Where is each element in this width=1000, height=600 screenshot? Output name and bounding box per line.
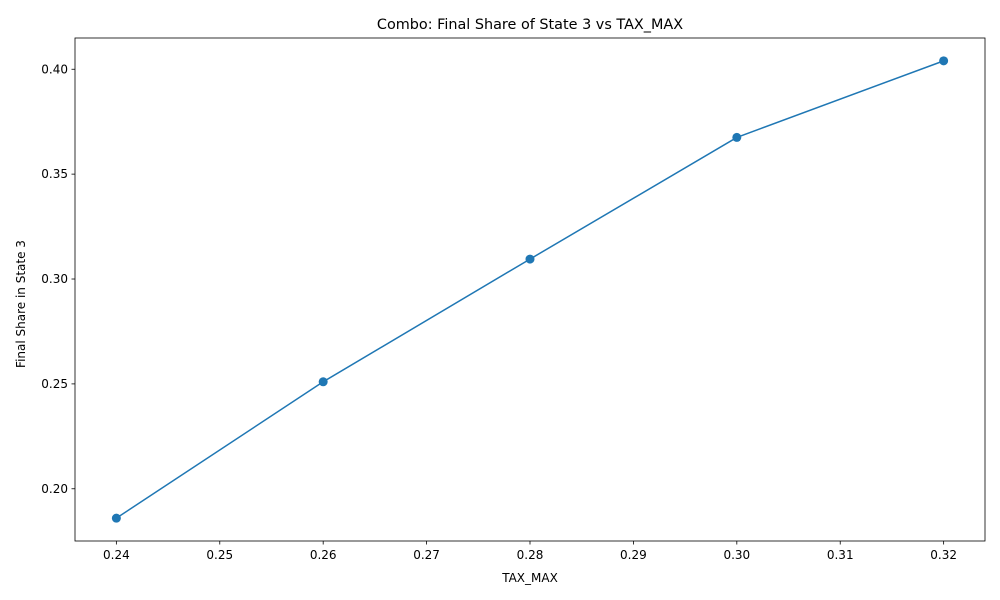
x-axis-label: TAX_MAX [501,571,558,585]
x-tick-label: 0.25 [206,548,233,562]
x-tick-label: 0.32 [930,548,957,562]
data-point [111,513,121,523]
y-tick-label: 0.20 [41,482,68,496]
x-tick-label: 0.24 [103,548,130,562]
x-tick-label: 0.26 [310,548,337,562]
y-tick-label: 0.35 [41,167,68,181]
x-tick-label: 0.28 [517,548,544,562]
chart-title: Combo: Final Share of State 3 vs TAX_MAX [377,17,683,33]
data-point [525,254,535,264]
y-tick-label: 0.25 [41,377,68,391]
y-tick-label: 0.30 [41,272,68,286]
x-tick-label: 0.31 [827,548,854,562]
data-point [732,132,742,142]
y-tick-label: 0.40 [41,62,68,76]
data-point [318,377,328,387]
x-tick-label: 0.27 [413,548,440,562]
data-point [939,56,949,66]
plot-area: 0.24 0.25 0.26 0.27 0.28 0.29 0.30 0.31 0.32 0.20… [41,37,986,562]
x-tick-label: 0.30 [723,548,750,562]
series-line [115,60,944,519]
x-tick-label: 0.29 [620,548,647,562]
y-axis-label: Final Share in State 3 [14,240,28,368]
axes-frame [74,37,986,542]
